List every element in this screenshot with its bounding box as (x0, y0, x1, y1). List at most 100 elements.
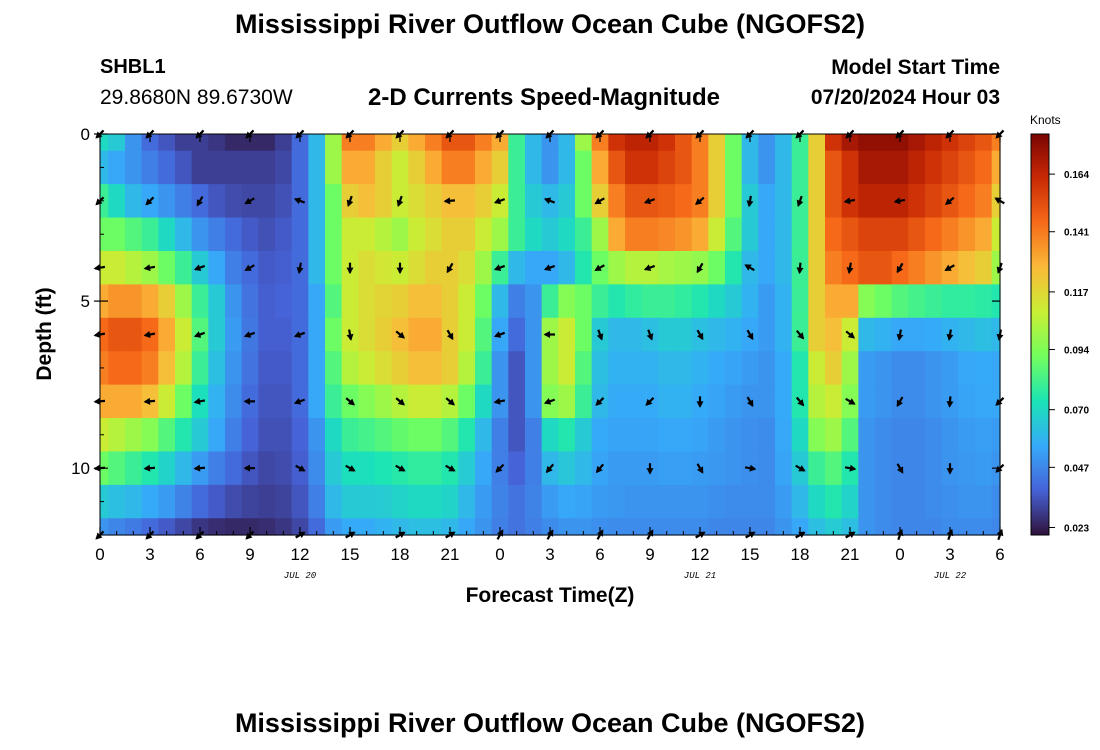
heatmap-cell (175, 134, 193, 152)
heatmap-cell (708, 384, 726, 419)
heatmap-cell (875, 250, 893, 285)
current-arrow (696, 463, 704, 474)
heatmap-cell (108, 150, 126, 185)
heatmap-cell (225, 484, 243, 519)
heatmap-cell (908, 484, 926, 519)
heatmap-cell (191, 484, 209, 519)
current-arrow (143, 331, 156, 338)
current-arrow (945, 196, 955, 206)
heatmap-cell (100, 484, 109, 519)
heatmap-cell (608, 217, 626, 252)
heatmap-cell (358, 150, 376, 185)
heatmap-cell (275, 518, 293, 536)
heatmap-cell (758, 451, 776, 486)
heatmap-cell (508, 518, 526, 536)
heatmap-cell (108, 250, 126, 285)
heatmap-cell (991, 418, 1001, 453)
heatmap-cell (891, 351, 909, 386)
heatmap-cell (825, 418, 843, 453)
heatmap-cell (975, 217, 993, 252)
heatmap-cell (525, 484, 543, 519)
current-arrow (696, 262, 704, 274)
heatmap-cell (675, 351, 693, 386)
heatmap-cell (408, 384, 426, 419)
heatmap-cell (725, 518, 743, 536)
heatmap-cell (641, 284, 659, 319)
heatmap-cell (258, 518, 276, 536)
heatmap-cell (975, 384, 993, 419)
heatmap-cell (408, 150, 426, 185)
heatmap-cell (408, 317, 426, 352)
heatmap-cell (525, 351, 543, 386)
heatmap-cell (100, 418, 109, 453)
heatmap-cell (341, 418, 359, 453)
heatmap-cell (275, 317, 293, 352)
heatmap-cell (325, 518, 343, 536)
current-arrow (896, 396, 904, 407)
heatmap-cell (641, 150, 659, 185)
heatmap-cell (258, 284, 276, 319)
heatmap-cell (325, 184, 343, 219)
heatmap-cell (925, 134, 943, 152)
heatmap-cell (608, 134, 626, 152)
heatmap-cell (658, 418, 676, 453)
heatmap-cell (775, 518, 793, 536)
heatmap-cell (508, 484, 526, 519)
heatmap-cell (608, 284, 626, 319)
heatmap-cell (325, 284, 343, 319)
heatmap-cell (258, 384, 276, 419)
heatmap-cell (191, 351, 209, 386)
heatmap-cell (308, 351, 326, 386)
heatmap-cell (908, 217, 926, 252)
heatmap-cell (808, 217, 826, 252)
heatmap-cell (825, 351, 843, 386)
heatmap-cell (541, 418, 559, 453)
heatmap-cell (308, 284, 326, 319)
current-arrow (844, 464, 857, 472)
heatmap-cell (358, 518, 376, 536)
heatmap-cell (358, 250, 376, 285)
heatmap-cell (991, 351, 1001, 386)
footer-title: Mississippi River Outflow Ocean Cube (NG… (234, 708, 866, 738)
heatmap-cell (541, 150, 559, 185)
heatmap-cell (225, 418, 243, 453)
heatmap-cell (758, 484, 776, 519)
heatmap-cell (625, 384, 643, 419)
heatmap-cell (291, 150, 309, 185)
heatmap-cell (625, 451, 643, 486)
heatmap-cell (808, 317, 826, 352)
heatmap-cell (675, 484, 693, 519)
heatmap-cell (675, 184, 693, 219)
heatmap-cell (425, 250, 443, 285)
heatmap-cell (125, 134, 143, 152)
heatmap-cell (591, 217, 609, 252)
colorbar-unit-label: Knots (1030, 113, 1061, 127)
heatmap-cell (808, 150, 826, 185)
x-tick-label: 9 (245, 545, 254, 564)
heatmap-cell (358, 184, 376, 219)
heatmap-cell (225, 351, 243, 386)
heatmap-cell (825, 284, 843, 319)
x-tick-label: 3 (545, 545, 554, 564)
current-arrow (244, 264, 255, 272)
current-arrow (946, 329, 954, 341)
heatmap-cell (458, 351, 476, 386)
heatmap-cell (241, 484, 259, 519)
heatmap-cell (675, 317, 693, 352)
heatmap-cell (258, 184, 276, 219)
current-arrow (545, 463, 555, 474)
heatmap-cell (391, 418, 409, 453)
heatmap-cell (158, 150, 176, 185)
heatmap-cell (958, 518, 976, 536)
heatmap-cell (291, 284, 309, 319)
heatmap-cell (100, 217, 109, 252)
heatmap-cell (908, 317, 926, 352)
current-arrow (345, 464, 356, 472)
current-arrow (193, 331, 206, 338)
heatmap-cell (825, 451, 843, 486)
heatmap-cell (958, 484, 976, 519)
heatmap-cell (375, 317, 393, 352)
date-label: JUL 21 (684, 571, 716, 581)
heatmap-cell (758, 317, 776, 352)
heatmap-cell (625, 217, 643, 252)
